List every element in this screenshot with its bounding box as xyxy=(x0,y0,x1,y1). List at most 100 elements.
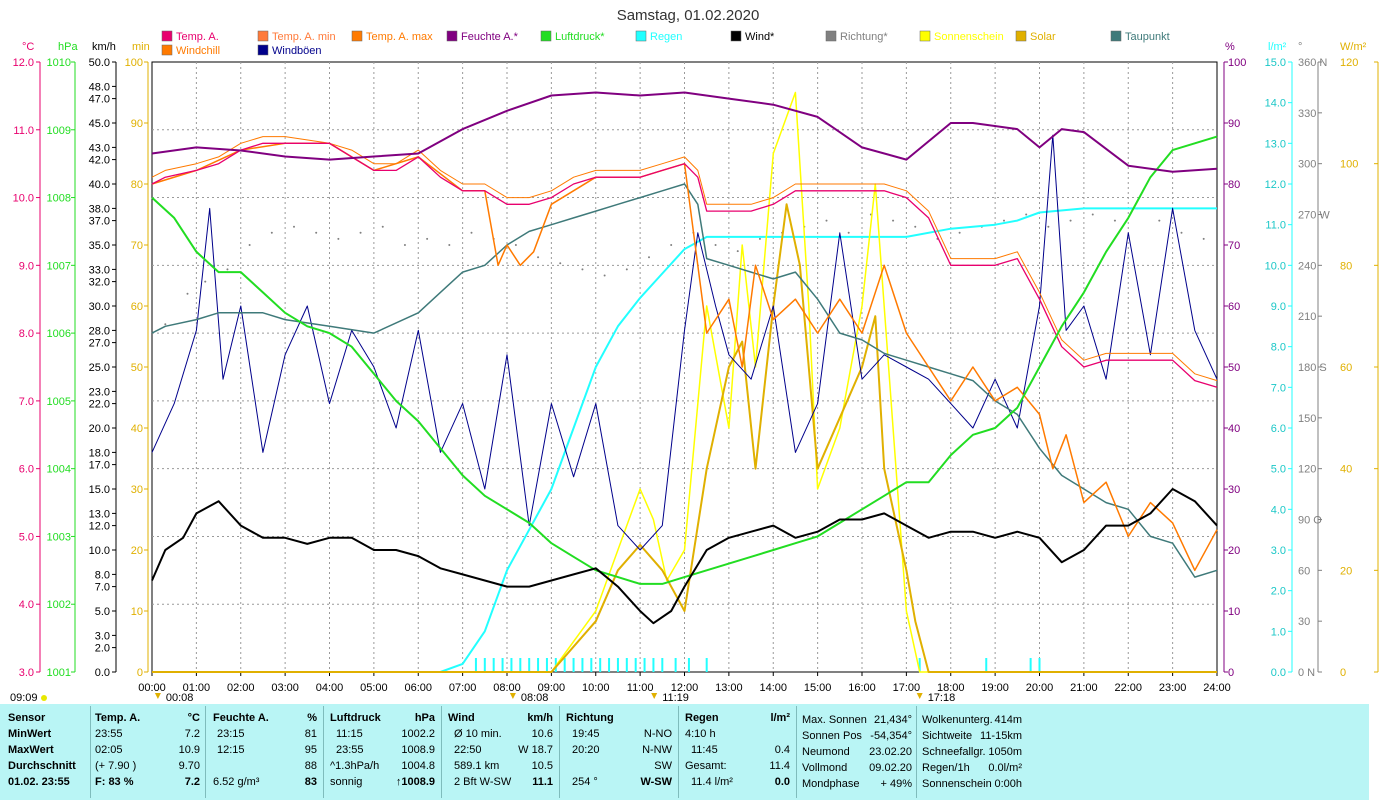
chart-title: Samstag, 01.02.2020 xyxy=(617,7,760,24)
wind-axis-label: 50.0 xyxy=(89,57,110,69)
pressure-min-value: 1002.2 xyxy=(401,728,435,740)
time-marker-arrow xyxy=(154,693,161,699)
legend-swatch-humidity xyxy=(446,30,458,42)
direction-point xyxy=(186,292,189,295)
visibility-value: 11-15km xyxy=(980,730,1022,742)
axis-unit-minutes: min xyxy=(132,41,150,53)
legend-label-humidity: Feuchte A.* xyxy=(461,31,519,43)
legend-swatch-windchill xyxy=(161,44,173,56)
rain-total-value: 11.4 xyxy=(769,760,790,772)
x-tick-label: 15:00 xyxy=(804,682,832,694)
wind-axis-label: 48.0 xyxy=(89,81,110,93)
minutes-axis-label: 0 xyxy=(137,667,143,679)
rain-bar xyxy=(474,658,477,672)
pressure-axis-label: 1008 xyxy=(47,193,71,205)
x-tick-label: 03:00 xyxy=(271,682,299,694)
direction-point xyxy=(470,231,473,234)
rain-bar xyxy=(599,658,602,672)
temp-axis-label: 6.0 xyxy=(19,464,34,476)
legend-label-dewpoint: Taupunkt xyxy=(1125,31,1170,43)
wind-axis-label: 33.0 xyxy=(89,264,110,276)
rain-duration: 4:10 h xyxy=(685,728,716,740)
row-label-min: MinWert xyxy=(8,728,52,740)
direction-point xyxy=(1180,231,1183,234)
direction-point xyxy=(847,231,850,234)
legend-label-tempmax: Temp. A. max xyxy=(366,31,433,43)
wind-axis-label: 40.0 xyxy=(89,179,110,191)
pressure-max-value: 1008.9 xyxy=(401,744,435,756)
direction-point xyxy=(714,244,717,246)
rain-axis-label: 10.0 xyxy=(1265,260,1286,272)
rain-axis-label: 5.0 xyxy=(1271,464,1286,476)
x-tick-label: 01:00 xyxy=(183,682,211,694)
sun-column: Max. Sonnen 21,434° Sonnen Pos -54,354° Ne… xyxy=(802,712,912,792)
rain-column: Regen l/m² 4:10 h 11:45 0.4 Gesamt: 11.4 11… xyxy=(685,710,790,790)
wind-axis-label: 38.0 xyxy=(89,203,110,215)
direction-point xyxy=(914,225,917,228)
pressure-axis-label: 1010 xyxy=(47,57,71,69)
wind-avg10-value: 10.6 xyxy=(531,728,553,740)
direction-point xyxy=(337,237,340,240)
pressure-axis-label: 1004 xyxy=(47,464,71,476)
temp-axis-label: 3.0 xyxy=(19,667,34,679)
legend-swatch-direction xyxy=(825,30,837,42)
direction-point xyxy=(603,274,606,277)
wind-unit: km/h xyxy=(527,712,553,724)
direction-axis-label: 120 xyxy=(1298,464,1316,476)
wind-column: Wind km/h Ø 10 min. 10.6 22:50 W 18.7 589.1… xyxy=(448,710,553,790)
wind-avg10-label: Ø 10 min. xyxy=(454,728,502,740)
wind-axis-label: 10.0 xyxy=(89,545,110,557)
direction-axis-label: 150 xyxy=(1298,413,1316,425)
humidity-max-value: 95 xyxy=(304,744,317,756)
rain-max-time: 11:45 xyxy=(691,744,718,756)
wind-axis-label: 7.0 xyxy=(95,582,110,594)
direction-point xyxy=(758,237,761,240)
rain-axis-label: 12.0 xyxy=(1265,179,1286,191)
humidity-axis-label: 40 xyxy=(1228,423,1240,435)
wind-axis-label: 20.0 xyxy=(89,423,110,435)
moonphase-value: + 49% xyxy=(880,778,913,790)
clouds-column: Wolkenunterg. 414m Sichtweite 11-15km Schn… xyxy=(922,712,1022,792)
row-label-max: MaxWert xyxy=(8,744,54,756)
rain-axis-label: 15.0 xyxy=(1265,57,1286,69)
wind-axis-label: 43.0 xyxy=(89,142,110,154)
x-tick-label: 02:00 xyxy=(227,682,255,694)
sun-pos-label: Sonnen Pos xyxy=(802,730,862,742)
solar-axis-label: 0 xyxy=(1340,667,1346,679)
solar-axis-label: 100 xyxy=(1340,159,1358,171)
minutes-axis-label: 20 xyxy=(131,545,143,557)
direction-point xyxy=(315,231,318,234)
legend-label-rain: Regen xyxy=(650,31,682,43)
wind-axis-label: 30.0 xyxy=(89,301,110,313)
rain-axis-label: 11.0 xyxy=(1265,220,1286,232)
axis-unit-temp: °C xyxy=(22,41,34,53)
rain-bar xyxy=(528,658,531,672)
rain-bar xyxy=(537,658,540,672)
direction-point xyxy=(1158,219,1161,222)
wind-axis-label: 13.0 xyxy=(89,508,110,520)
pressure-unit: hPa xyxy=(414,712,435,724)
pressure-axis-label: 1001 xyxy=(47,667,71,679)
sun-pos-value: -54,354° xyxy=(870,730,912,742)
time-marker-label: 00:08 xyxy=(166,692,194,704)
rain-bar xyxy=(652,658,655,672)
sun-icon xyxy=(41,695,47,701)
row-label-avg: Durchschnitt xyxy=(8,760,76,772)
stats-panel: Sensor MinWert MaxWert Durchschnitt 01.0… xyxy=(0,704,1369,800)
direction-point xyxy=(1113,219,1116,222)
direction-axis-label: 300 xyxy=(1298,159,1316,171)
wind-max-time: 22:50 xyxy=(454,744,482,756)
rain-bar xyxy=(985,658,988,672)
direction-point xyxy=(448,244,451,246)
fullmoon-label: Vollmond xyxy=(802,762,848,774)
cloudbase-value: 414m xyxy=(994,714,1022,726)
direction-avg-value: SW xyxy=(654,760,672,772)
humidity-axis-label: 0 xyxy=(1228,667,1234,679)
pressure-current-value: ↑1008.9 xyxy=(395,776,435,788)
rain-axis-label: 3.0 xyxy=(1271,545,1286,557)
pressure-axis-label: 1003 xyxy=(47,531,71,543)
legend-swatch-rain xyxy=(635,30,647,42)
solar-axis-label: 40 xyxy=(1340,464,1352,476)
pressure-line xyxy=(151,135,1218,585)
rain-bar xyxy=(501,658,504,672)
